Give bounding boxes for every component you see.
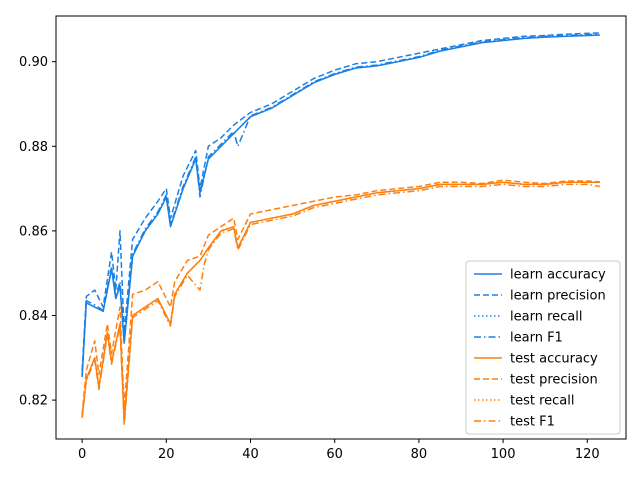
series-line-test-recall xyxy=(81,181,600,422)
y-tick-label: 0.90 xyxy=(19,55,48,70)
y-tick-label: 0.84 xyxy=(19,309,48,324)
series-line-learn-recall xyxy=(81,34,600,377)
y-tick-label: 0.88 xyxy=(19,140,48,155)
x-tick-label: 100 xyxy=(491,447,516,462)
y-axis: 0.82 0.84 0.86 0.88 0.90 xyxy=(19,55,56,409)
x-tick-label: 0 xyxy=(78,447,86,462)
legend-label-learn-f1: learn F1 xyxy=(510,331,563,346)
legend-label-test-f1: test F1 xyxy=(510,415,555,430)
x-axis: 0 20 40 60 80 100 120 xyxy=(78,439,600,462)
y-tick-label: 0.86 xyxy=(19,224,48,239)
plot-frame xyxy=(55,15,627,440)
legend-box xyxy=(465,260,621,435)
series-line-learn-f1 xyxy=(81,33,600,375)
legend-label-learn-precision: learn precision xyxy=(510,289,606,304)
series-line-test-precision xyxy=(81,179,600,415)
series-line-test-f1 xyxy=(81,183,601,427)
legend-label-test-precision: test precision xyxy=(510,373,598,388)
legend-label-learn-accuracy: learn accuracy xyxy=(510,268,606,283)
legend-label-learn-recall: learn recall xyxy=(510,310,582,325)
x-tick-label: 120 xyxy=(575,447,600,462)
legend: learn accuracy learn precision learn recal… xyxy=(465,260,621,435)
x-tick-label: 40 xyxy=(242,447,259,462)
y-tick-label: 0.82 xyxy=(19,394,48,409)
legend-label-test-recall: test recall xyxy=(510,394,575,409)
x-tick-label: 80 xyxy=(411,447,428,462)
x-tick-label: 60 xyxy=(326,447,343,462)
series-layer xyxy=(81,32,601,427)
legend-label-test-accuracy: test accuracy xyxy=(510,352,598,367)
series-line-learn-precision xyxy=(81,32,600,371)
x-tick-label: 20 xyxy=(158,447,175,462)
